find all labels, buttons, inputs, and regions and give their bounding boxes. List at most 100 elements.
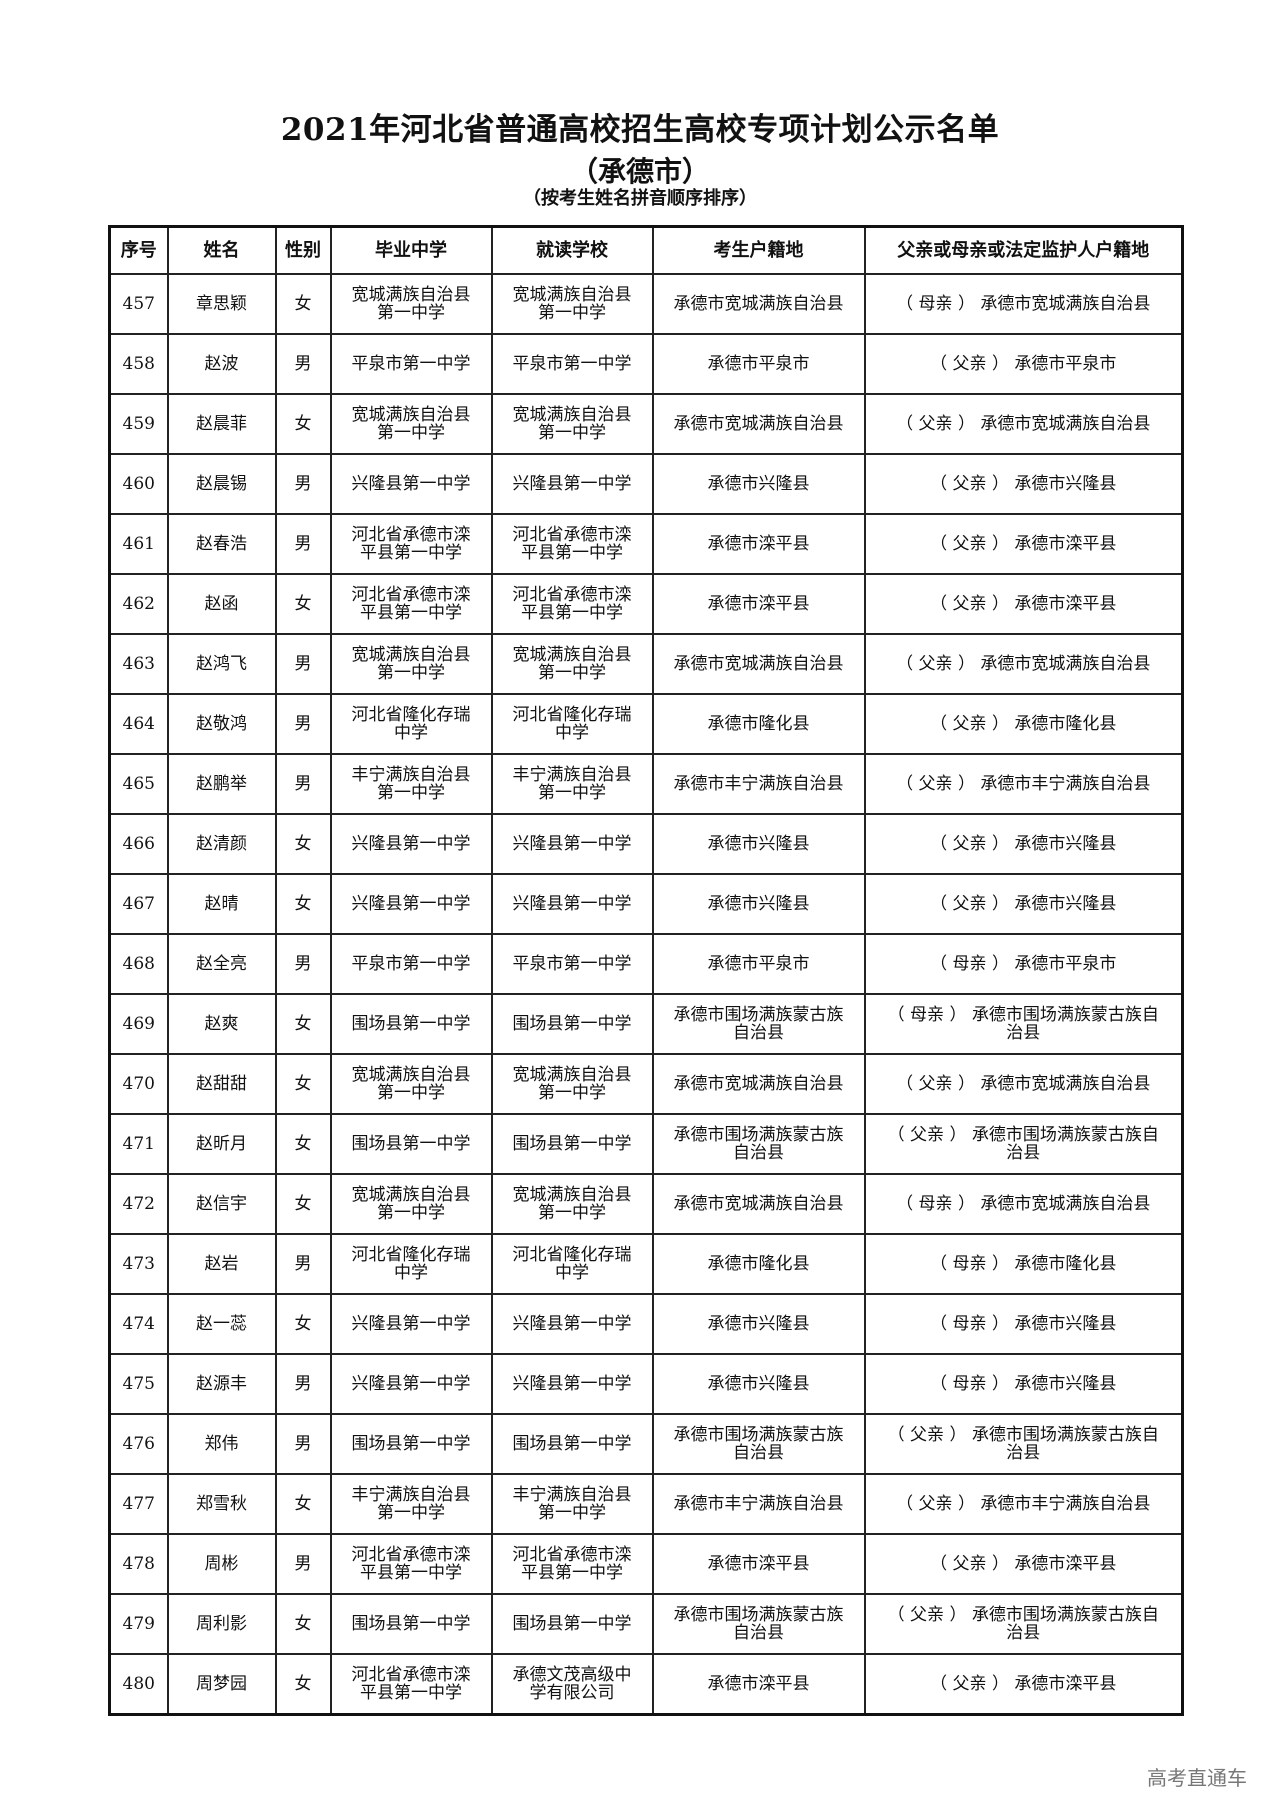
cell-current-school: 兴隆县第一中学 <box>490 1293 654 1355</box>
cell-seq: 458 <box>108 333 169 395</box>
cell-gender: 女 <box>274 1173 332 1235</box>
cell-graduated-school: 围场县第一中学 <box>329 993 493 1055</box>
cell-candidate-hukou: 承德市隆化县 <box>651 1233 866 1295</box>
cell-candidate-hukou: 承德市兴隆县 <box>651 453 866 515</box>
column-header-guardian-hukou: 父亲或母亲或法定监护人户籍地 <box>863 225 1184 275</box>
table-row: 467 赵晴女兴隆县第一中学 兴隆县第一中学 承德市兴隆县（ 父亲 ） 承德市兴隆县 <box>108 873 1184 935</box>
cell-current-school: 兴隆县第一中学 <box>490 813 654 875</box>
column-header-name: 姓名 <box>166 225 277 275</box>
cell-current-school: 兴隆县第一中学 <box>490 1353 654 1415</box>
column-header-seq: 序号 <box>108 225 169 275</box>
cell-current-school: 河北省承德市滦 平县第一中学 <box>490 573 654 635</box>
table-row: 469 赵爽女围场县第一中学 围场县第一中学 承德市围场满族蒙古族 自治县（ 母亲 ）… <box>108 993 1184 1055</box>
cell-seq: 466 <box>108 813 169 875</box>
cell-graduated-school: 兴隆县第一中学 <box>329 813 493 875</box>
cell-graduated-school: 平泉市第一中学 <box>329 933 493 995</box>
cell-current-school: 平泉市第一中学 <box>490 333 654 395</box>
cell-candidate-hukou: 承德市宽城满族自治县 <box>651 393 866 455</box>
cell-graduated-school: 围场县第一中学 <box>329 1113 493 1175</box>
cell-current-school: 河北省承德市滦 平县第一中学 <box>490 1533 654 1595</box>
cell-seq: 475 <box>108 1353 169 1415</box>
cell-candidate-hukou: 承德市滦平县 <box>651 513 866 575</box>
cell-seq: 465 <box>108 753 169 815</box>
cell-candidate-hukou: 承德市围场满族蒙古族 自治县 <box>651 1413 866 1475</box>
cell-guardian-hukou: （ 父亲 ） 承德市兴隆县 <box>863 813 1184 875</box>
cell-name: 赵信宇 <box>166 1173 277 1235</box>
cell-current-school: 平泉市第一中学 <box>490 933 654 995</box>
cell-seq: 477 <box>108 1473 169 1535</box>
cell-guardian-hukou: （ 母亲 ） 承德市围场满族蒙古族自 治县 <box>863 993 1184 1055</box>
table-row: 470 赵甜甜女宽城满族自治县 第一中学 宽城满族自治县 第一中学 承德市宽城满族自治… <box>108 1053 1184 1115</box>
cell-seq: 462 <box>108 573 169 635</box>
cell-candidate-hukou: 承德市兴隆县 <box>651 1353 866 1415</box>
cell-name: 赵晴 <box>166 873 277 935</box>
cell-gender: 男 <box>274 1533 332 1595</box>
cell-gender: 男 <box>274 1233 332 1295</box>
table-row: 465 赵鹏举男丰宁满族自治县 第一中学 丰宁满族自治县 第一中学 承德市丰宁满族自治… <box>108 753 1184 815</box>
cell-guardian-hukou: （ 母亲 ） 承德市兴隆县 <box>863 1293 1184 1355</box>
cell-candidate-hukou: 承德市滦平县 <box>651 573 866 635</box>
cell-name: 赵鹏举 <box>166 753 277 815</box>
cell-graduated-school: 河北省隆化存瑞 中学 <box>329 1233 493 1295</box>
table-row: 462 赵函女河北省承德市滦 平县第一中学 河北省承德市滦 平县第一中学 承德市滦平县… <box>108 573 1184 635</box>
watermark: 高考直通车 <box>1147 1766 1247 1790</box>
cell-name: 周彬 <box>166 1533 277 1595</box>
cell-guardian-hukou: （ 父亲 ） 承德市滦平县 <box>863 1533 1184 1595</box>
cell-seq: 467 <box>108 873 169 935</box>
cell-graduated-school: 兴隆县第一中学 <box>329 1293 493 1355</box>
cell-gender: 男 <box>274 1353 332 1415</box>
cell-candidate-hukou: 承德市滦平县 <box>651 1533 866 1595</box>
cell-guardian-hukou: （ 父亲 ） 承德市围场满族蒙古族自 治县 <box>863 1593 1184 1655</box>
cell-gender: 男 <box>274 753 332 815</box>
cell-gender: 女 <box>274 813 332 875</box>
cell-graduated-school: 宽城满族自治县 第一中学 <box>329 633 493 695</box>
cell-graduated-school: 兴隆县第一中学 <box>329 873 493 935</box>
cell-guardian-hukou: （ 父亲 ） 承德市滦平县 <box>863 573 1184 635</box>
cell-current-school: 宽城满族自治县 第一中学 <box>490 273 654 335</box>
cell-gender: 男 <box>274 693 332 755</box>
cell-candidate-hukou: 承德市平泉市 <box>651 333 866 395</box>
cell-guardian-hukou: （ 母亲 ） 承德市宽城满族自治县 <box>863 1173 1184 1235</box>
cell-candidate-hukou: 承德市滦平县 <box>651 1653 866 1716</box>
cell-candidate-hukou: 承德市宽城满族自治县 <box>651 633 866 695</box>
table-row: 461 赵春浩男河北省承德市滦 平县第一中学 河北省承德市滦 平县第一中学 承德市滦平… <box>108 513 1184 575</box>
cell-name: 赵春浩 <box>166 513 277 575</box>
cell-graduated-school: 兴隆县第一中学 <box>329 453 493 515</box>
cell-gender: 女 <box>274 993 332 1055</box>
cell-guardian-hukou: （ 父亲 ） 承德市兴隆县 <box>863 453 1184 515</box>
cell-gender: 女 <box>274 273 332 335</box>
cell-current-school: 丰宁满族自治县 第一中学 <box>490 753 654 815</box>
cell-candidate-hukou: 承德市围场满族蒙古族 自治县 <box>651 1593 866 1655</box>
table-row: 464 赵敬鸿男河北省隆化存瑞 中学 河北省隆化存瑞 中学 承德市隆化县（ 父亲 ） … <box>108 693 1184 755</box>
sort-note: （按考生姓名拼音顺序排序） <box>523 188 757 209</box>
cell-graduated-school: 宽城满族自治县 第一中学 <box>329 393 493 455</box>
cell-gender: 女 <box>274 1113 332 1175</box>
cell-graduated-school: 河北省承德市滦 平县第一中学 <box>329 573 493 635</box>
cell-guardian-hukou: （ 母亲 ） 承德市宽城满族自治县 <box>863 273 1184 335</box>
cell-guardian-hukou: （ 父亲 ） 承德市滦平县 <box>863 1653 1184 1716</box>
cell-candidate-hukou: 承德市隆化县 <box>651 693 866 755</box>
cell-seq: 460 <box>108 453 169 515</box>
table-row: 479 周利影女围场县第一中学 围场县第一中学 承德市围场满族蒙古族 自治县（ 父亲 … <box>108 1593 1184 1655</box>
cell-current-school: 围场县第一中学 <box>490 1113 654 1175</box>
table-row: 468 赵全亮男平泉市第一中学 平泉市第一中学 承德市平泉市（ 母亲 ） 承德市平泉市 <box>108 933 1184 995</box>
cell-guardian-hukou: （ 父亲 ） 承德市宽城满族自治县 <box>863 633 1184 695</box>
cell-guardian-hukou: （ 父亲 ） 承德市隆化县 <box>863 693 1184 755</box>
cell-gender: 男 <box>274 453 332 515</box>
cell-candidate-hukou: 承德市宽城满族自治县 <box>651 273 866 335</box>
cell-name: 周梦园 <box>166 1653 277 1716</box>
cell-gender: 女 <box>274 573 332 635</box>
cell-name: 赵晨锡 <box>166 453 277 515</box>
table-row: 475 赵源丰男兴隆县第一中学 兴隆县第一中学 承德市兴隆县（ 母亲 ） 承德市兴隆县 <box>108 1353 1184 1415</box>
cell-graduated-school: 河北省隆化存瑞 中学 <box>329 693 493 755</box>
cell-seq: 463 <box>108 633 169 695</box>
cell-name: 赵甜甜 <box>166 1053 277 1115</box>
cell-name: 赵岩 <box>166 1233 277 1295</box>
cell-seq: 480 <box>108 1653 169 1716</box>
cell-guardian-hukou: （ 父亲 ） 承德市兴隆县 <box>863 873 1184 935</box>
column-header-graduated-school: 毕业中学 <box>329 225 493 275</box>
table-row: 476 郑伟男围场县第一中学 围场县第一中学 承德市围场满族蒙古族 自治县（ 父亲 ）… <box>108 1413 1184 1475</box>
cell-guardian-hukou: （ 父亲 ） 承德市围场满族蒙古族自 治县 <box>863 1413 1184 1475</box>
cell-seq: 474 <box>108 1293 169 1355</box>
cell-current-school: 河北省隆化存瑞 中学 <box>490 693 654 755</box>
